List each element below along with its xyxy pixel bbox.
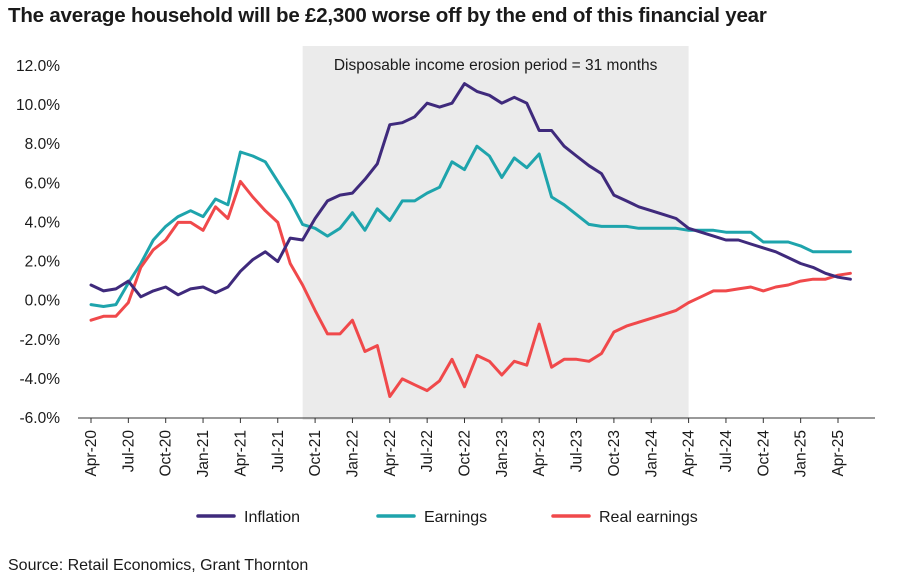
y-tick-label: -6.0% [20, 410, 61, 427]
y-tick-label: 12.0% [16, 58, 60, 75]
legend: Inflation Earnings Real earnings [196, 509, 698, 526]
x-tick-label: Apr-20 [83, 430, 100, 477]
x-tick-label: Jan-21 [195, 430, 212, 477]
y-tick-label: 2.0% [25, 254, 61, 271]
y-tick-label: -4.0% [20, 371, 61, 388]
y-tick-label: 8.0% [25, 136, 61, 153]
y-tick-label: 10.0% [16, 97, 60, 114]
x-tick-label: Oct-24 [755, 430, 772, 477]
x-tick-label: Jan-25 [793, 430, 810, 477]
y-tick-label: 6.0% [25, 175, 61, 192]
x-tick-label: Apr-22 [382, 430, 399, 477]
legend-label-inflation: Inflation [244, 509, 300, 526]
chart-title: The average household will be £2,300 wor… [8, 4, 767, 27]
x-tick-label: Apr-21 [232, 430, 249, 477]
x-tick-label: Jan-24 [643, 430, 660, 478]
x-tick-label: Jan-23 [494, 430, 511, 477]
erosion-period-annotation: Disposable income erosion period = 31 mo… [334, 57, 658, 74]
x-tick-label: Oct-20 [158, 430, 175, 477]
shaded-period-layer [302, 46, 689, 420]
source-note: Source: Retail Economics, Grant Thornton [8, 557, 309, 574]
axis-layer: 12.0% 10.0% 8.0% 6.0% 4.0% 2.0% 0.0% -2.0% -4.0%… [16, 58, 875, 477]
x-tick-label: Jul-22 [419, 430, 436, 472]
annotation-layer: Disposable income erosion period = 31 mo… [334, 57, 658, 74]
y-tick-label: 0.0% [25, 293, 61, 310]
series-layer [89, 82, 852, 398]
x-tick-label: Apr-25 [830, 430, 847, 477]
x-tick-label: Jul-23 [569, 430, 586, 472]
series-line-real-earnings [89, 179, 852, 398]
y-tick-label: -2.0% [20, 332, 61, 349]
series-line-inflation [89, 82, 852, 299]
x-tick-label: Jan-22 [344, 430, 361, 477]
series-line-earnings [89, 144, 852, 308]
legend-label-earnings: Earnings [424, 509, 487, 526]
x-tick-label: Jul-24 [718, 430, 735, 473]
x-tick-label: Apr-23 [531, 430, 548, 477]
x-tick-label: Oct-21 [307, 430, 324, 477]
legend-label-real-earnings: Real earnings [599, 509, 698, 526]
y-tick-label: 4.0% [25, 214, 61, 231]
x-tick-label: Oct-22 [457, 430, 474, 477]
x-tick-label: Oct-23 [606, 430, 623, 477]
shaded-erosion-period [302, 46, 689, 420]
x-tick-label: Jul-20 [120, 430, 137, 473]
x-tick-label: Jul-21 [270, 430, 287, 472]
x-tick-label: Apr-24 [681, 430, 698, 477]
